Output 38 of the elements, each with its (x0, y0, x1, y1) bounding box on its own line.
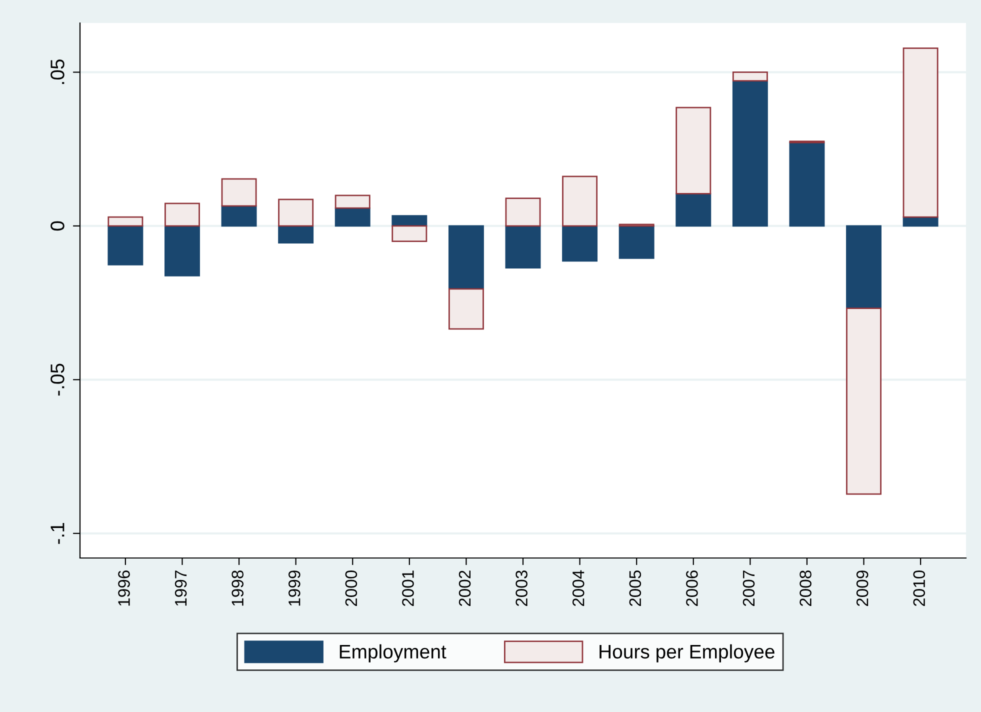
x-tick-label: 2002 (458, 570, 471, 606)
bar (846, 225, 882, 310)
x-tick-label: 2000 (345, 570, 358, 606)
x-tick-label: 1996 (118, 570, 130, 606)
x-tick-label: 2009 (856, 570, 868, 606)
bar (618, 225, 654, 259)
x-tick-label: 1999 (288, 570, 300, 606)
bar (334, 194, 370, 209)
bar (108, 225, 144, 266)
bar (448, 225, 484, 290)
bar (221, 178, 257, 207)
bar (448, 288, 484, 330)
bar (676, 192, 712, 227)
bar (732, 80, 768, 227)
bar (334, 207, 370, 227)
bar (221, 205, 257, 227)
bar (676, 106, 712, 194)
x-tick-label: 2007 (742, 570, 755, 606)
x-tick-label: 2006 (686, 570, 698, 606)
x-tick-label: 2008 (800, 570, 812, 606)
y-tick-label: -.05 (50, 364, 64, 396)
bar (505, 225, 541, 268)
bar (278, 225, 314, 244)
y-tick-label: 0 (50, 221, 64, 231)
bar (164, 225, 200, 276)
x-tick-label: 1998 (232, 570, 244, 606)
x-tick-label: 1997 (174, 570, 187, 606)
legend-label: Hours per Employee (600, 644, 774, 662)
x-tick-label: 2003 (516, 570, 528, 606)
y-tick-label: .05 (50, 59, 64, 84)
y-tick-label: -.1 (50, 523, 64, 544)
bar (562, 225, 598, 262)
bar (789, 142, 825, 227)
x-tick-label: 2001 (402, 570, 414, 606)
legend-label: Employment (340, 644, 446, 662)
x-tick-label: 2005 (629, 570, 642, 606)
x-tick-label: 2010 (913, 570, 926, 606)
x-tick-label: 2004 (572, 570, 584, 606)
